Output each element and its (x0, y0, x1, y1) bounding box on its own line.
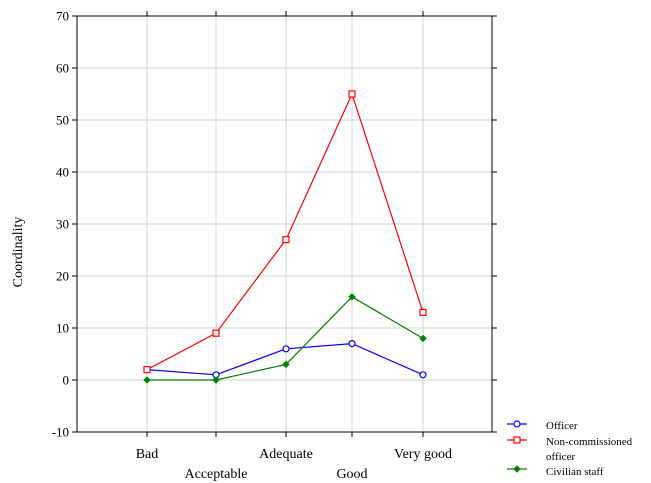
legend-label: officer (546, 451, 575, 463)
x-category-label: Very good (394, 447, 452, 462)
data-point (212, 376, 220, 384)
y-axis: -10 0 10 20 30 40 50 60 70 (52, 9, 497, 440)
y-tick-label: -10 (52, 425, 69, 440)
data-point (282, 360, 290, 369)
series-officer (143, 340, 427, 379)
data-point (212, 329, 220, 337)
legend: Officer Non-commissioned officer Civilian s… (507, 420, 633, 478)
x-category-label: Bad (136, 447, 159, 462)
series-line (147, 296, 424, 381)
data-point (419, 334, 427, 343)
legend-item (507, 420, 527, 428)
y-tick-label: 20 (56, 269, 69, 284)
y-tick-label: 70 (56, 9, 69, 24)
x-category-label: Acceptable (185, 467, 248, 482)
data-point (348, 340, 356, 348)
y-tick-label: 50 (56, 113, 69, 128)
data-point (143, 376, 151, 384)
y-tick-label: 60 (56, 61, 69, 76)
y-tick-label: 30 (56, 217, 69, 232)
data-point (419, 308, 427, 316)
legend-marker (513, 465, 521, 473)
y-axis-title: Coordinality (11, 217, 26, 288)
legend-labels: Officer Non-commissioned officer Civilian s… (546, 420, 633, 478)
legend-marker (513, 436, 521, 444)
x-category-label: Good (336, 467, 367, 482)
y-tick-label: 0 (63, 373, 70, 388)
legend-item (507, 436, 527, 444)
y-tick-label: 40 (56, 165, 69, 180)
grid-lines (77, 15, 492, 433)
data-point (348, 293, 356, 301)
series-civilian-staff (143, 293, 427, 384)
x-axis: Bad Acceptable Adequate Good Very good (136, 11, 452, 482)
legend-label: Officer (546, 420, 578, 432)
series-group (143, 90, 427, 384)
legend-marker (513, 420, 521, 428)
data-point (282, 236, 290, 244)
data-point (143, 366, 151, 374)
data-point (282, 345, 290, 353)
data-point (419, 371, 427, 379)
legend-label: Civilian staff (546, 466, 604, 478)
legend-label: Non-commissioned (546, 436, 633, 448)
y-tick-label: 10 (56, 321, 69, 336)
series-non-commissioned-officer (143, 90, 427, 374)
legend-item (507, 465, 527, 473)
data-point (348, 90, 356, 98)
x-category-label: Adequate (259, 447, 313, 462)
